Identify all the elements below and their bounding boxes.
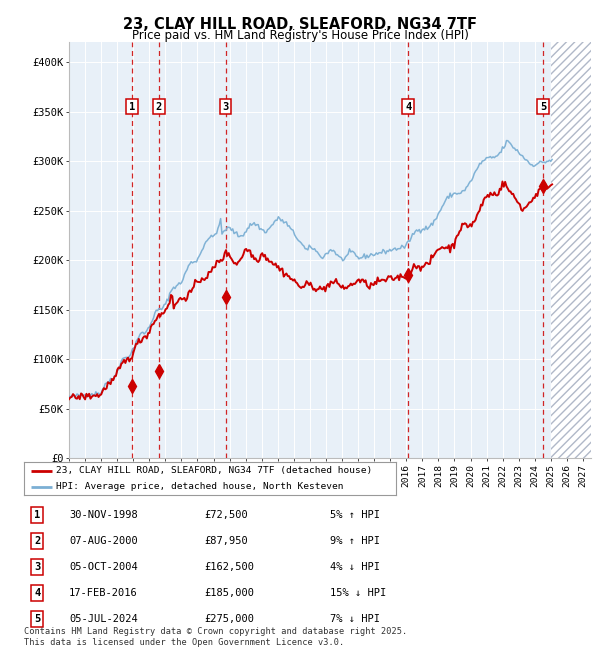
Text: £87,950: £87,950	[204, 536, 248, 546]
Text: 17-FEB-2016: 17-FEB-2016	[69, 588, 138, 598]
Text: 5: 5	[540, 101, 546, 112]
Text: Contains HM Land Registry data © Crown copyright and database right 2025.
This d: Contains HM Land Registry data © Crown c…	[24, 627, 407, 647]
Text: 07-AUG-2000: 07-AUG-2000	[69, 536, 138, 546]
Text: 05-JUL-2024: 05-JUL-2024	[69, 614, 138, 624]
Text: £162,500: £162,500	[204, 562, 254, 572]
Text: 5: 5	[34, 614, 40, 624]
Text: HPI: Average price, detached house, North Kesteven: HPI: Average price, detached house, Nort…	[56, 482, 343, 491]
Text: £72,500: £72,500	[204, 510, 248, 520]
Text: £275,000: £275,000	[204, 614, 254, 624]
Text: 4: 4	[405, 101, 412, 112]
Text: 4% ↓ HPI: 4% ↓ HPI	[330, 562, 380, 572]
Text: 7% ↓ HPI: 7% ↓ HPI	[330, 614, 380, 624]
Text: 4: 4	[34, 588, 40, 598]
Text: 5% ↑ HPI: 5% ↑ HPI	[330, 510, 380, 520]
Text: 15% ↓ HPI: 15% ↓ HPI	[330, 588, 386, 598]
Text: 2: 2	[156, 101, 162, 112]
Text: 30-NOV-1998: 30-NOV-1998	[69, 510, 138, 520]
Text: £185,000: £185,000	[204, 588, 254, 598]
Text: Price paid vs. HM Land Registry's House Price Index (HPI): Price paid vs. HM Land Registry's House …	[131, 29, 469, 42]
Bar	[551, 42, 591, 458]
Text: 1: 1	[129, 101, 135, 112]
Text: 2: 2	[34, 536, 40, 546]
Text: 1: 1	[34, 510, 40, 520]
Text: 05-OCT-2004: 05-OCT-2004	[69, 562, 138, 572]
Text: 3: 3	[34, 562, 40, 572]
Text: 23, CLAY HILL ROAD, SLEAFORD, NG34 7TF: 23, CLAY HILL ROAD, SLEAFORD, NG34 7TF	[123, 17, 477, 32]
Text: 3: 3	[223, 101, 229, 112]
Text: 23, CLAY HILL ROAD, SLEAFORD, NG34 7TF (detached house): 23, CLAY HILL ROAD, SLEAFORD, NG34 7TF (…	[56, 466, 372, 475]
Text: 9% ↑ HPI: 9% ↑ HPI	[330, 536, 380, 546]
